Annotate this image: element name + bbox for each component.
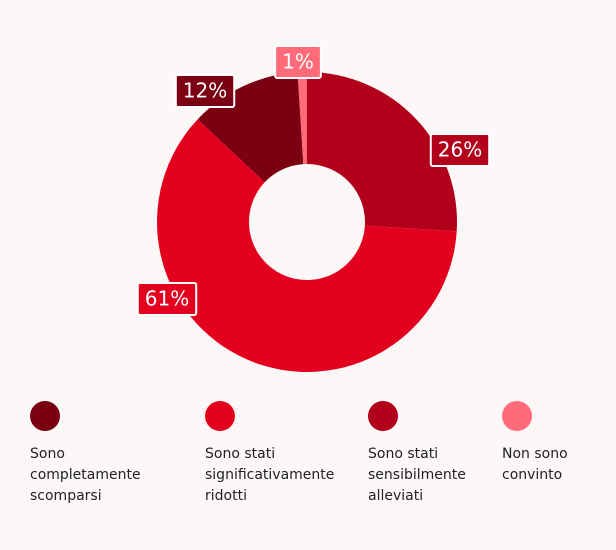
legend-label: Sono completamente scomparsi xyxy=(30,446,141,504)
value-label-text: 1% xyxy=(282,50,314,74)
value-label: 1% xyxy=(274,45,322,79)
value-label-box xyxy=(429,133,491,167)
value-label-box xyxy=(136,282,198,316)
legend-swatch xyxy=(205,401,235,431)
value-label-text: 12% xyxy=(183,79,227,103)
legend-label: Sono stati sensibilmente alleviati xyxy=(368,446,466,504)
donut-segment xyxy=(297,72,307,165)
value-label-text: 61% xyxy=(145,287,189,311)
legend-swatch xyxy=(368,401,398,431)
value-label: 26% xyxy=(429,133,491,167)
donut-segment xyxy=(156,119,457,373)
legend-label: Sono stati significativamente ridotti xyxy=(205,446,335,504)
value-label-box xyxy=(174,74,236,108)
value-label: 12% xyxy=(174,74,236,108)
value-label-text: 26% xyxy=(438,138,482,162)
legend-label: Non sono convinto xyxy=(502,446,568,483)
value-label-box xyxy=(274,45,322,79)
legend-swatch xyxy=(502,401,532,431)
value-label: 61% xyxy=(136,282,198,316)
donut-segment xyxy=(307,72,457,232)
legend-swatch xyxy=(30,401,60,431)
